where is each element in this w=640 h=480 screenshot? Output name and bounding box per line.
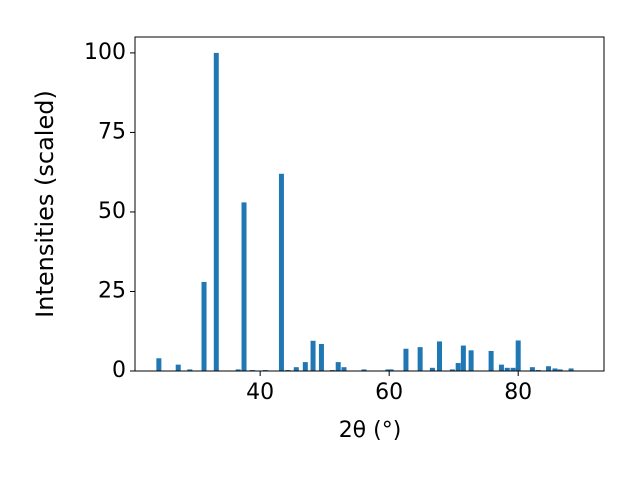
bar bbox=[436, 341, 442, 371]
bar bbox=[529, 367, 535, 371]
bar bbox=[302, 362, 308, 371]
y-tick-label: 50 bbox=[98, 199, 126, 224]
bar bbox=[341, 367, 347, 371]
bar bbox=[546, 366, 552, 371]
bar bbox=[388, 369, 394, 371]
bar bbox=[361, 369, 367, 371]
bar bbox=[318, 343, 324, 371]
bar bbox=[293, 367, 299, 371]
bar bbox=[460, 345, 466, 371]
bar bbox=[429, 367, 435, 371]
bar bbox=[156, 358, 162, 371]
y-axis-label: Intensities (scaled) bbox=[31, 90, 59, 318]
bar bbox=[403, 348, 409, 371]
bar bbox=[213, 52, 219, 372]
bar bbox=[310, 340, 316, 371]
bar bbox=[488, 350, 494, 371]
bar bbox=[417, 347, 423, 371]
bar bbox=[468, 350, 474, 371]
bar bbox=[241, 202, 247, 371]
plot-frame bbox=[134, 36, 605, 372]
y-tick-label: 25 bbox=[98, 278, 126, 303]
x-axis-label: 2θ (°) bbox=[339, 418, 402, 443]
bar bbox=[235, 369, 241, 371]
bar bbox=[175, 364, 181, 371]
bar bbox=[557, 369, 563, 371]
x-tick-label: 40 bbox=[246, 380, 274, 405]
bar bbox=[335, 362, 341, 371]
bar bbox=[510, 367, 516, 371]
y-tick-label: 100 bbox=[84, 40, 126, 65]
bar bbox=[187, 369, 193, 371]
bar bbox=[201, 281, 207, 371]
x-tick-label: 60 bbox=[375, 380, 403, 405]
bar bbox=[455, 363, 461, 371]
bar bbox=[568, 368, 574, 371]
bar bbox=[504, 367, 510, 371]
bar bbox=[449, 369, 455, 371]
bar bbox=[552, 368, 558, 371]
bar bbox=[278, 173, 284, 371]
y-tick-label: 75 bbox=[98, 119, 126, 144]
y-tick-label: 0 bbox=[112, 358, 126, 383]
bar bbox=[498, 364, 504, 371]
bar bbox=[385, 369, 391, 371]
x-tick-label: 80 bbox=[504, 380, 532, 405]
bar bbox=[515, 340, 521, 371]
